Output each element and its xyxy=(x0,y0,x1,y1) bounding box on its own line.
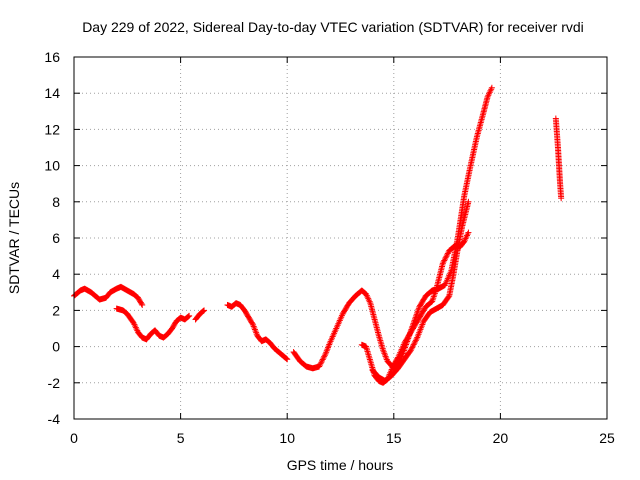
x-tick-label: 0 xyxy=(70,430,78,446)
data-point xyxy=(412,338,419,345)
data-point xyxy=(201,307,208,314)
data-point xyxy=(249,320,256,327)
y-tick-label: 12 xyxy=(44,121,60,137)
data-point xyxy=(319,356,326,363)
data-point xyxy=(316,363,323,370)
data-point xyxy=(319,357,326,364)
data-points xyxy=(71,84,565,386)
x-tick-label: 20 xyxy=(493,430,509,446)
data-point xyxy=(407,347,414,354)
y-tick-label: 4 xyxy=(52,266,60,282)
data-point xyxy=(283,355,290,362)
data-point xyxy=(412,337,419,344)
y-tick-label: 6 xyxy=(52,230,60,246)
y-tick-label: 14 xyxy=(44,85,60,101)
data-point xyxy=(184,314,191,321)
y-axis-label: SDTVAR / TECUs xyxy=(6,182,22,294)
data-point xyxy=(413,335,420,342)
data-point xyxy=(321,353,328,360)
y-tick-label: 10 xyxy=(44,158,60,174)
data-point xyxy=(411,340,418,347)
data-point xyxy=(441,257,448,264)
y-tick-label: 16 xyxy=(44,49,60,65)
data-point xyxy=(139,301,146,308)
data-point xyxy=(394,355,401,362)
data-point xyxy=(199,308,206,315)
data-point xyxy=(186,312,193,319)
data-point xyxy=(445,293,452,300)
x-axis-label: GPS time / hours xyxy=(287,457,394,473)
y-tick-labels: -4 -2 0 2 4 6 8 10 12 14 16 xyxy=(44,49,60,427)
data-point xyxy=(430,293,437,300)
data-point xyxy=(444,250,451,257)
data-point xyxy=(440,258,447,265)
axis-ticks xyxy=(73,56,608,420)
data-point xyxy=(444,251,451,258)
data-point xyxy=(409,344,416,351)
data-point xyxy=(409,342,416,349)
data-point xyxy=(442,254,449,261)
data-point xyxy=(138,300,145,307)
data-point xyxy=(443,253,450,260)
data-point xyxy=(316,362,323,369)
data-point xyxy=(488,84,495,91)
data-point xyxy=(465,198,472,205)
data-point xyxy=(414,308,421,315)
data-point xyxy=(318,359,325,366)
x-tick-label: 25 xyxy=(599,430,615,446)
data-point xyxy=(408,345,415,352)
data-point xyxy=(321,352,328,359)
x-tick-label: 15 xyxy=(386,430,402,446)
data-point xyxy=(558,195,565,202)
y-tick-label: 2 xyxy=(52,302,60,318)
data-point xyxy=(465,229,472,236)
data-point xyxy=(317,360,324,367)
x-tick-labels: 0 5 10 15 20 25 xyxy=(70,430,615,446)
y-tick-label: 8 xyxy=(52,194,60,210)
y-tick-label: -2 xyxy=(48,375,61,391)
data-point xyxy=(439,260,446,267)
data-point xyxy=(200,308,207,315)
data-point xyxy=(185,313,192,320)
y-tick-label: -4 xyxy=(48,411,61,427)
data-point xyxy=(441,256,448,263)
x-tick-label: 5 xyxy=(177,430,185,446)
x-tick-label: 10 xyxy=(279,430,295,446)
grid-lines xyxy=(74,57,607,419)
data-point xyxy=(129,319,136,326)
chart-title: Day 229 of 2022, Sidereal Day-to-day VTE… xyxy=(82,19,584,35)
data-point xyxy=(282,355,289,362)
data-point xyxy=(410,341,417,348)
y-tick-label: 0 xyxy=(52,339,60,355)
data-point xyxy=(284,356,291,363)
data-point xyxy=(320,355,327,362)
plot-frame xyxy=(73,56,608,420)
